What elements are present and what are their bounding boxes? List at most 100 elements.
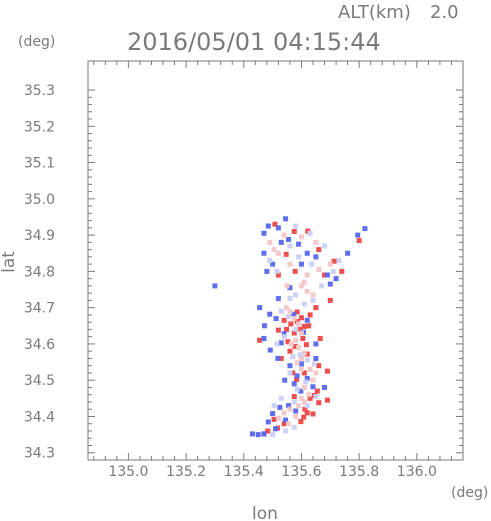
data-point: [316, 400, 322, 406]
data-point: [319, 283, 325, 289]
data-point: [304, 357, 310, 363]
x-tick-label: 135.8: [339, 464, 379, 480]
data-point: [304, 288, 310, 294]
data-point: [313, 305, 319, 311]
data-point: [274, 268, 280, 274]
data-point: [294, 318, 300, 324]
y-tick-label: 35.3: [24, 83, 55, 99]
data-point: [304, 403, 310, 409]
data-point: [301, 384, 307, 390]
data-point: [306, 323, 312, 329]
data-point: [310, 377, 316, 383]
data-point: [301, 301, 307, 307]
data-point: [301, 370, 307, 376]
data-point: [327, 281, 333, 287]
data-point: [298, 355, 304, 361]
data-point: [330, 268, 336, 274]
data-point: [297, 326, 303, 332]
data-point: [291, 424, 297, 430]
data-point: [291, 394, 297, 400]
data-point: [322, 243, 328, 249]
data-point: [316, 363, 322, 369]
data-point: [310, 292, 316, 298]
data-point: [296, 254, 302, 260]
data-point: [294, 373, 300, 379]
data-point: [288, 321, 294, 327]
data-point: [296, 241, 302, 247]
data-point: [283, 216, 289, 222]
data-point: [287, 296, 293, 302]
data-point: [293, 337, 299, 343]
data-point: [282, 377, 288, 383]
altitude-value: 2.0: [430, 2, 459, 23]
data-point: [301, 399, 307, 405]
scatter-layer: [212, 216, 368, 438]
y-tick-label: 34.8: [24, 264, 55, 280]
data-point: [298, 361, 304, 367]
data-point: [293, 408, 299, 414]
data-point: [265, 419, 271, 425]
y-tick-label: 34.5: [24, 373, 55, 389]
data-point: [267, 258, 273, 263]
altitude-label: ALT(km): [338, 2, 411, 23]
data-point: [294, 309, 300, 315]
data-point: [270, 261, 276, 267]
data-point: [273, 426, 278, 432]
data-point: [272, 221, 278, 227]
x-tick-label: 135.6: [281, 464, 321, 480]
y-tick-label: 35.1: [24, 156, 55, 172]
data-point: [265, 223, 271, 229]
data-point: [267, 239, 273, 245]
data-point: [290, 354, 296, 360]
y-tick-label: 34.4: [24, 409, 55, 425]
data-point: [298, 283, 304, 289]
data-point: [298, 234, 304, 240]
data-point: [307, 230, 313, 236]
data-point: [304, 317, 310, 323]
x-unit-label: (deg): [451, 485, 488, 501]
data-point: [301, 324, 307, 330]
data-point: [261, 250, 267, 256]
data-point: [249, 431, 255, 437]
data-point: [283, 251, 289, 257]
data-point: [285, 339, 291, 345]
data-point: [281, 334, 287, 340]
data-point: [278, 340, 284, 346]
data-point: [322, 272, 328, 278]
data-point: [281, 331, 287, 337]
data-point: [316, 267, 322, 273]
data-point: [275, 327, 281, 333]
data-point: [362, 226, 368, 232]
data-point: [296, 321, 302, 327]
plot-area: [87, 60, 464, 461]
data-point: [287, 370, 293, 376]
data-point: [294, 386, 300, 392]
data-point: [281, 232, 287, 238]
data-point: [287, 308, 293, 314]
data-point: [307, 395, 313, 401]
data-point: [275, 225, 281, 231]
data-point: [302, 406, 308, 412]
data-point: [304, 375, 310, 381]
data-point: [261, 335, 267, 341]
data-point: [287, 348, 293, 354]
timestamp-title: 2016/05/01 04:15:44: [127, 28, 381, 56]
y-tick-label: 35.2: [24, 119, 55, 135]
data-point: [281, 410, 287, 416]
data-point: [271, 247, 277, 253]
data-point: [283, 326, 289, 332]
data-point: [327, 297, 333, 303]
data-point: [345, 250, 351, 256]
data-point: [291, 399, 297, 405]
y-tick-label: 34.6: [24, 337, 55, 353]
data-point: [324, 368, 330, 374]
data-point: [267, 347, 273, 353]
data-point: [313, 355, 319, 361]
data-point: [291, 311, 297, 317]
data-point: [356, 238, 362, 244]
data-point: [261, 431, 267, 437]
data-point: [291, 381, 297, 387]
x-tick-label: 136.0: [397, 464, 437, 480]
